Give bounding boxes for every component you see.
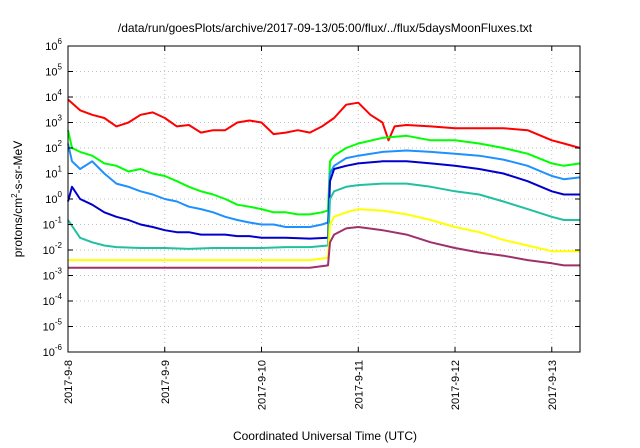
y-tick-label: 10-1 (43, 216, 63, 232)
x-axis: 2017-9-8 2017-9-9 2017-9-10 2017-9-11 2017-9… (63, 46, 559, 410)
y-tick-label: 102 (45, 139, 62, 155)
y-axis-label-post: -s-sr-MeV (11, 141, 25, 194)
x-tick-label: 2017-9-13 (547, 360, 559, 410)
y-axis-label: protons/cm2-s-sr-MeV (10, 141, 25, 257)
y-tick-label: 105 (45, 63, 62, 79)
series-line (67, 182, 580, 250)
y-tick-label: 101 (45, 165, 62, 181)
series-line (68, 208, 580, 262)
x-tick-label: 2017-9-11 (353, 360, 365, 409)
y-tick-label: 104 (45, 88, 62, 104)
x-tick-label: 2017-9-10 (257, 360, 269, 410)
y-tick-label: 10-6 (43, 343, 63, 359)
y-tick-label: 100 (45, 190, 62, 206)
y-tick-label: 10-2 (43, 241, 63, 257)
x-tick-label: 2017-9-8 (63, 360, 75, 404)
series-line (68, 226, 580, 269)
x-axis-label: Coordinated Universal Time (UTC) (233, 429, 417, 443)
series-line (67, 98, 581, 149)
y-tick-label: 10-3 (43, 267, 63, 283)
y-axis-label-pre: protons/cm (11, 198, 25, 257)
x-tick-label: 2017-9-12 (450, 360, 462, 410)
y-axis: 10-6 10-5 10-4 10-3 10-2 10-1 100 101 102 103 104 1… (43, 37, 580, 359)
y-axis-label-sup: 2 (10, 193, 19, 198)
x-tick-label: 2017-9-9 (160, 360, 172, 404)
chart-title: /data/run/goesPlots/archive/2017-09-13/0… (118, 21, 533, 35)
series-line (67, 143, 581, 228)
series-line (67, 129, 581, 216)
y-tick-label: 10-4 (43, 292, 63, 308)
series-group (67, 98, 581, 269)
y-tick-label: 10-5 (43, 318, 63, 334)
series-line (67, 160, 580, 240)
y-tick-label: 106 (45, 37, 62, 53)
y-tick-label: 103 (45, 114, 62, 130)
